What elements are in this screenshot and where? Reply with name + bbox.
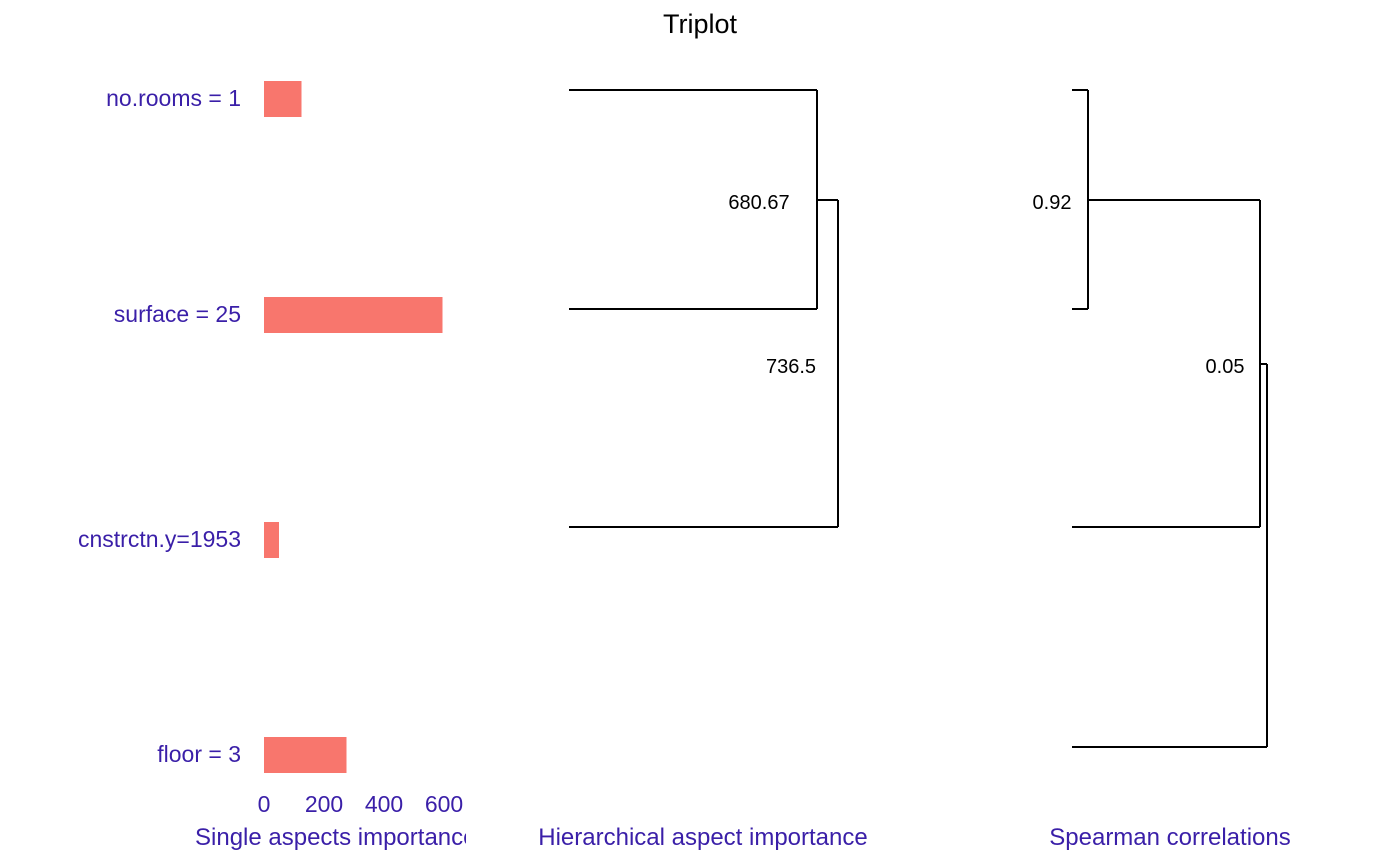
bar-2 [264,522,279,558]
corr-node-label-1: 0.92 [1033,192,1072,214]
x-axis-ticks: 0 200 400 600 [258,791,464,817]
x-tick-0: 0 [258,791,271,817]
category-label-2: cnstrctn.y=1953 [78,526,241,552]
x-tick-3: 600 [425,791,463,817]
chart-title: Triplot [663,9,738,39]
bar-0 [264,81,302,117]
category-label-3: floor = 3 [157,741,241,767]
hier-node-label-1: 680.67 [728,192,789,214]
hier-node-label-2: 736.5 [766,356,816,378]
single-aspects-xlabel: Single aspects importance [195,824,476,851]
category-label-1: surface = 25 [114,301,241,327]
category-labels: no.rooms = 1 surface = 25 cnstrctn.y=1953 f… [78,85,241,767]
x-tick-2: 400 [365,791,403,817]
hierarchical-panel: 680.67 736.5 Hierarchical aspect importa… [538,89,868,851]
corr-node-label-2: 0.05 [1206,356,1245,378]
single-aspects-bars [264,81,443,773]
category-label-0: no.rooms = 1 [106,85,241,111]
x-tick-1: 200 [305,791,343,817]
correlation-xlabel: Spearman correlations [1049,824,1290,851]
single-aspects-panel: no.rooms = 1 surface = 25 cnstrctn.y=1953 f… [78,81,476,851]
correlation-panel: 0.92 0.05 Spearman correlations [1033,89,1291,851]
bar-3 [264,737,347,773]
bar-1 [264,297,443,333]
hierarchical-xlabel: Hierarchical aspect importance [538,824,867,851]
